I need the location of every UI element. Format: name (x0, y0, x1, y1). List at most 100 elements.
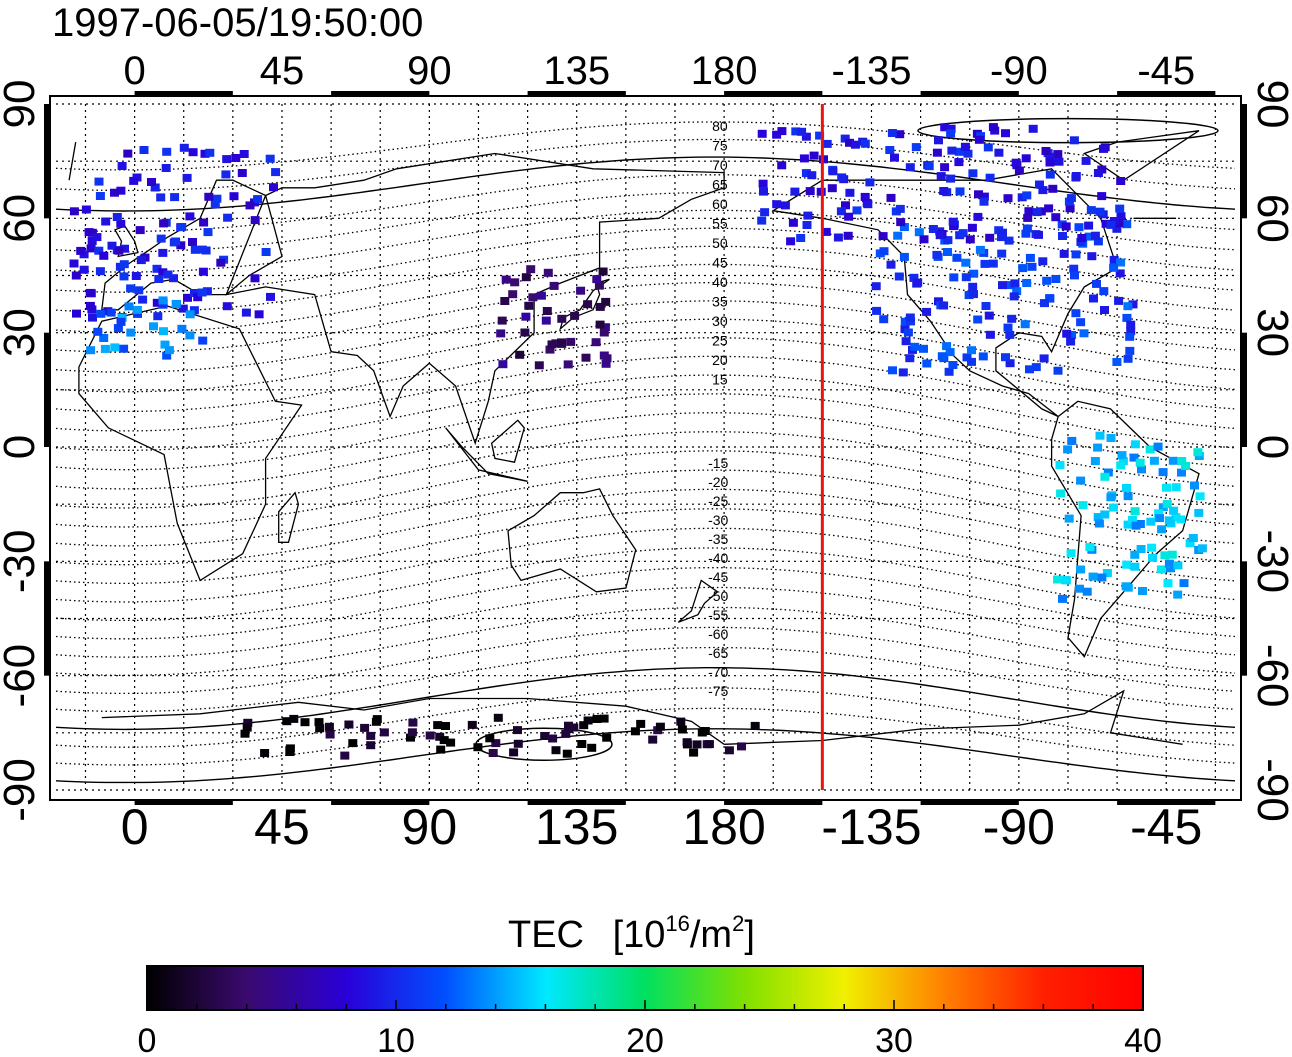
tec-cell (803, 211, 813, 220)
tec-cell (952, 253, 962, 262)
tec-cell (156, 234, 166, 243)
tec-cell (1062, 329, 1072, 338)
tec-cell (602, 733, 612, 742)
tec-cell (107, 241, 117, 250)
tec-cell (198, 267, 208, 276)
border-bar (920, 91, 1019, 97)
tec-cell (1106, 220, 1116, 229)
lat-tick-label-right: 0 (1248, 435, 1292, 459)
tec-cell (973, 315, 983, 324)
tec-cell (922, 359, 932, 368)
tec-cell (1061, 222, 1071, 231)
tec-cell (132, 305, 142, 314)
tec-cell (998, 281, 1007, 290)
magnetic-latitude-contour (55, 281, 1236, 353)
tec-cell (1069, 264, 1079, 273)
tec-cell (895, 204, 905, 213)
tec-cell (85, 301, 95, 310)
lon-tick-label-bottom: 180 (682, 799, 765, 855)
tec-cell (935, 231, 945, 240)
coastline-namerica (771, 168, 1118, 418)
tec-cell (886, 193, 896, 202)
tec-cell (439, 736, 449, 745)
tec-cell (1171, 513, 1181, 522)
lat-tick-label-right: -30 (1248, 530, 1292, 594)
tec-cell (1076, 565, 1086, 574)
tec-cell (962, 353, 972, 362)
lon-tick-label-bottom: -90 (983, 799, 1055, 855)
tec-cell (1155, 514, 1164, 523)
border-bar (1241, 561, 1247, 676)
tec-cell (595, 302, 605, 311)
tec-cell (99, 251, 109, 260)
tec-cell (1032, 208, 1042, 217)
colorbar-label-unit: [10 (613, 914, 666, 956)
tec-cell (655, 722, 665, 731)
tec-cell (551, 746, 561, 755)
maglat-label: 50 (712, 235, 728, 251)
tec-cell (120, 244, 129, 253)
tec-cell (587, 743, 597, 752)
coastlines (68, 130, 1200, 745)
tec-cell (562, 749, 572, 758)
tec-cell (1058, 232, 1067, 240)
tec-cell (960, 142, 970, 151)
tec-cell (1003, 323, 1013, 332)
tec-cell (860, 192, 870, 201)
tec-cell (1116, 177, 1126, 185)
tec-cell (1168, 456, 1178, 465)
tec-cell (913, 278, 923, 287)
tec-cell (171, 237, 181, 246)
tec-cell (1040, 299, 1049, 308)
tec-cell (569, 723, 579, 732)
tec-cell (1099, 287, 1109, 296)
tec-cell (1077, 234, 1087, 242)
tec-cell (86, 346, 96, 355)
maglat-label: 60 (712, 196, 728, 212)
tec-cell (888, 366, 897, 375)
tec-cell (865, 178, 875, 187)
tec-cell (436, 745, 446, 754)
tec-cell (1125, 332, 1135, 341)
tec-cell (545, 345, 555, 354)
tec-cell (1093, 237, 1103, 246)
tec-cell (203, 228, 213, 237)
tec-cell (87, 228, 97, 237)
border-bar (1117, 91, 1216, 97)
tec-cell (1005, 330, 1015, 339)
tec-cell (997, 249, 1007, 258)
tec-cell (845, 188, 855, 197)
tec-cell (974, 135, 984, 144)
tec-cell (1115, 204, 1125, 213)
tec-cell (1179, 579, 1189, 588)
tec-cell (737, 742, 746, 751)
tec-cell (1123, 492, 1133, 501)
tec-cell (1088, 572, 1098, 581)
tec-cell (408, 718, 418, 727)
tec-cell (777, 161, 787, 170)
tec-cell (1051, 213, 1061, 222)
tec-cell (1154, 509, 1164, 518)
tec-cell (885, 146, 895, 154)
lon-tick-label-bottom: -45 (1130, 799, 1202, 855)
tec-cell (134, 286, 144, 295)
border-bar (331, 91, 430, 97)
maglat-label: -50 (708, 588, 728, 604)
tec-cell (1146, 517, 1156, 526)
coastline-asia (225, 152, 725, 446)
colorbar-ticks: 0 10 20 30 40 (138, 1000, 1162, 1057)
colorbar-label-mid: /m (690, 914, 732, 956)
tec-cell (602, 354, 612, 363)
tec-cell (1136, 545, 1146, 553)
tec-cell (79, 265, 89, 274)
tec-cell (110, 188, 119, 197)
tec-cell (1128, 300, 1138, 309)
colorbar-label-main: TEC (508, 914, 584, 956)
tec-cell (159, 327, 168, 336)
tec-cell (682, 738, 692, 747)
tec-cell (1054, 157, 1064, 166)
tec-cell (260, 749, 270, 757)
lon-tick-label-bottom: 45 (254, 799, 310, 855)
tec-cell (1123, 520, 1133, 529)
tec-cell (984, 311, 994, 320)
